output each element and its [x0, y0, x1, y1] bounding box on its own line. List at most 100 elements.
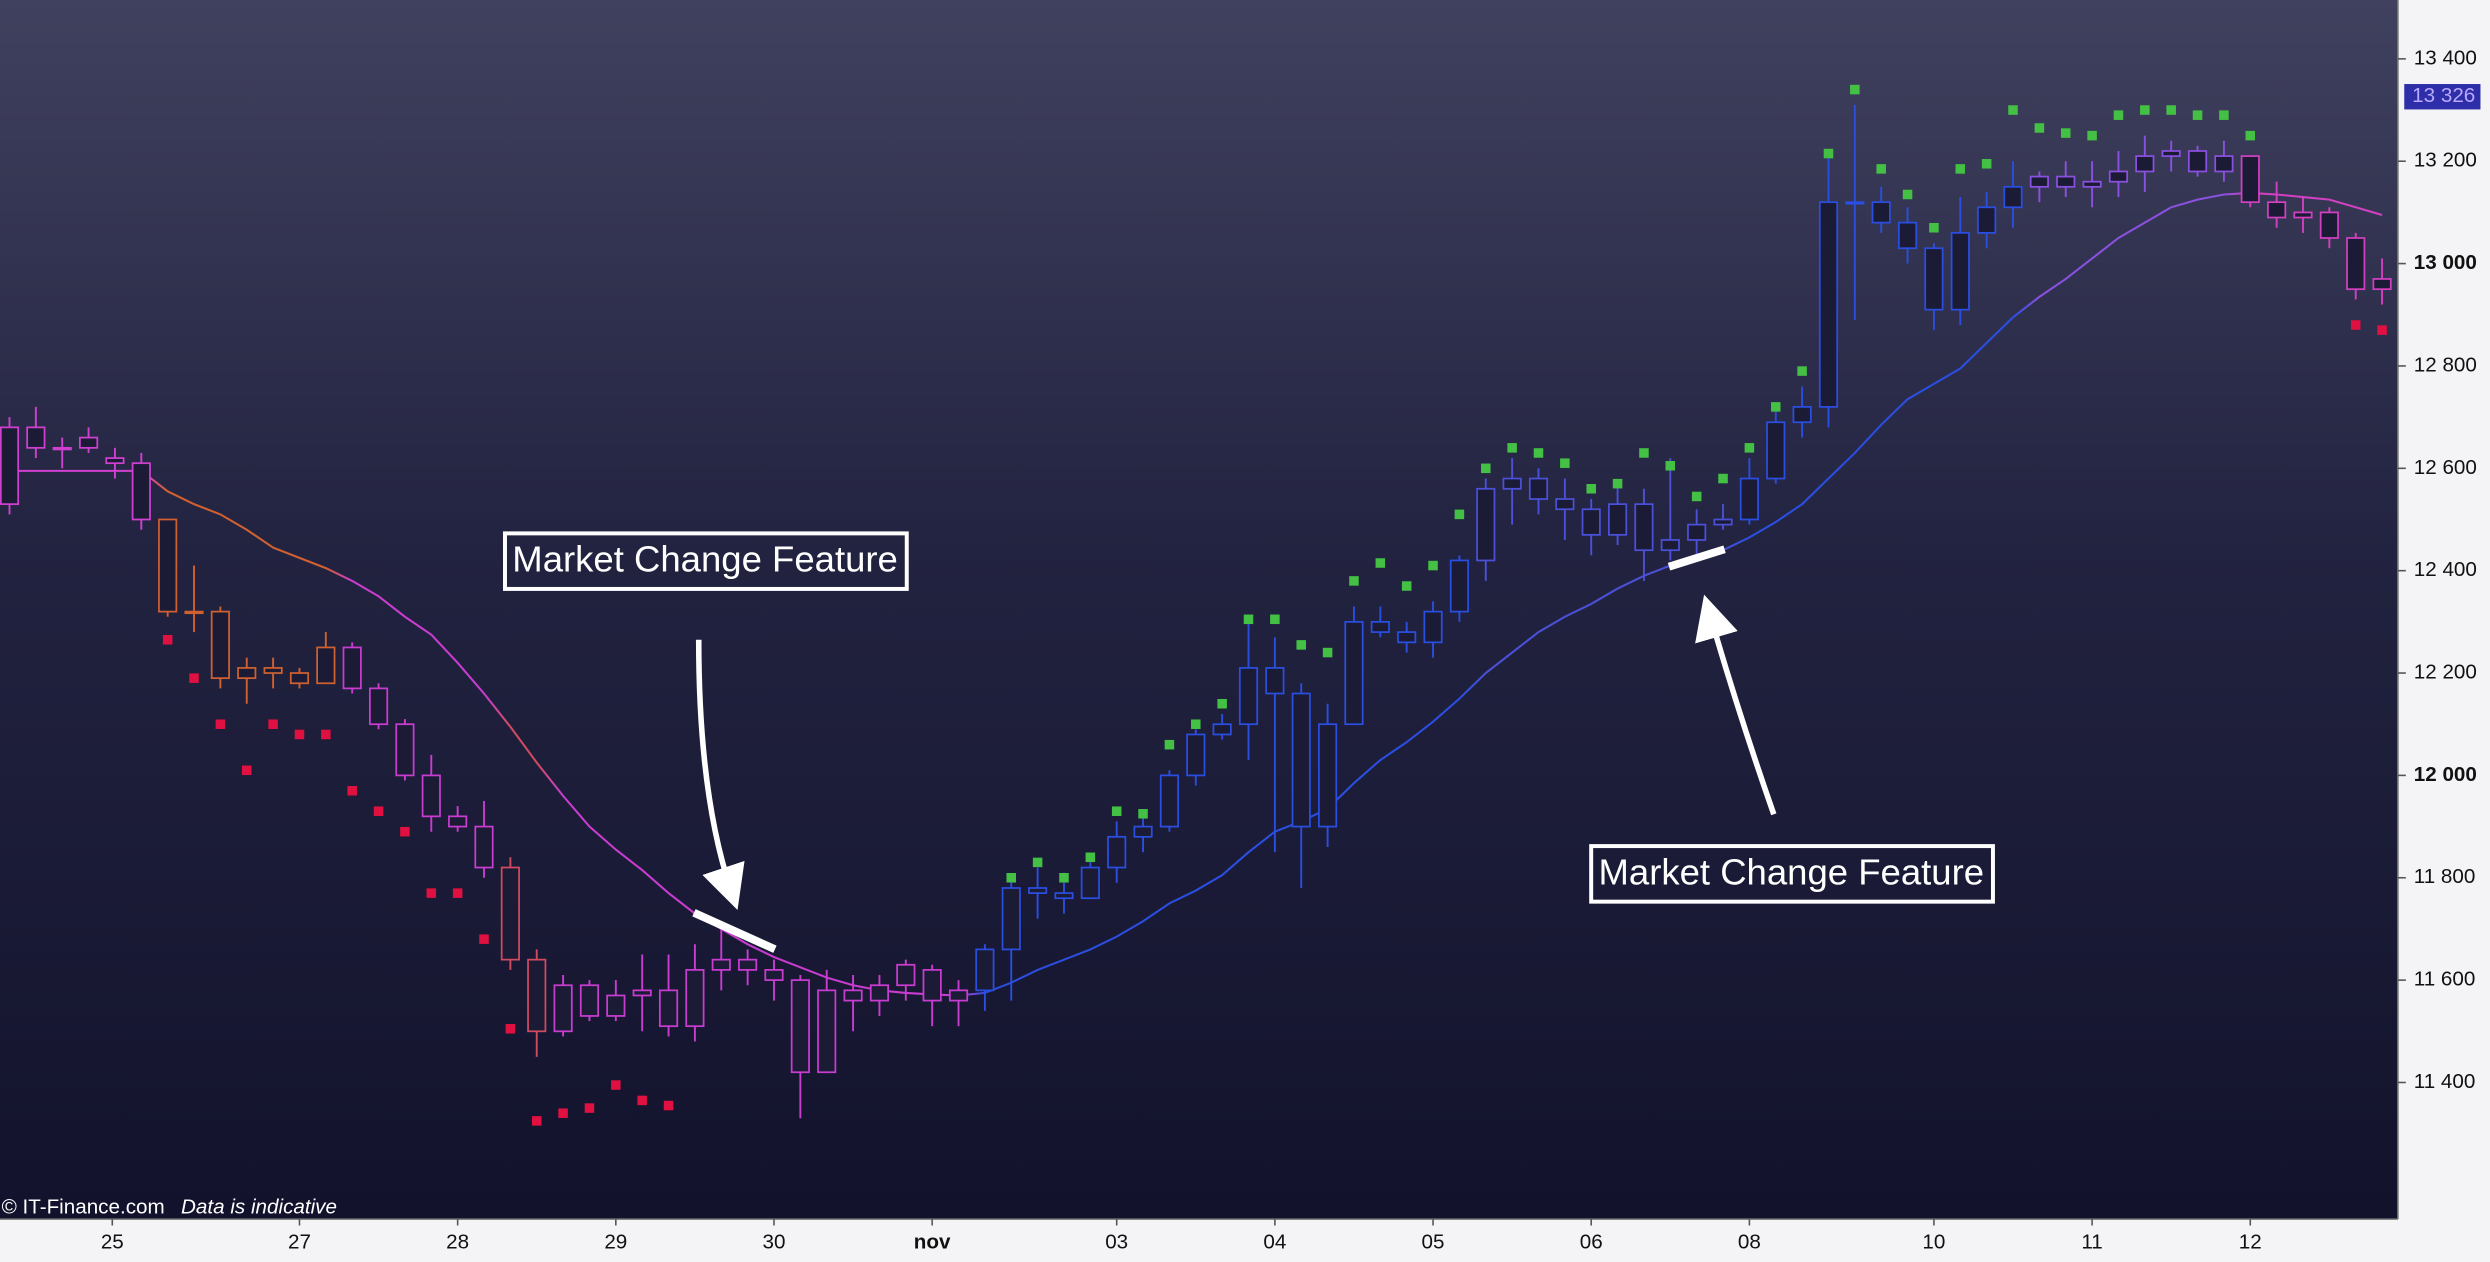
stop-dot — [426, 888, 437, 898]
stop-dot — [505, 1023, 516, 1034]
stop-dot — [1428, 560, 1438, 571]
arrow — [1695, 594, 1777, 816]
stop-dot — [162, 635, 173, 645]
candle-body — [632, 989, 652, 997]
stop-dot — [1164, 739, 1175, 750]
stop-dot — [531, 1116, 542, 1126]
y-tick-label: 13 400 — [2414, 46, 2477, 69]
stop-dot — [1111, 806, 1122, 816]
candle-body — [658, 989, 679, 1028]
candle-body — [1397, 631, 1417, 644]
annotation-box — [503, 531, 909, 591]
highlight — [1667, 545, 1726, 571]
y-tick-label: 12 400 — [2414, 558, 2477, 581]
annotation-text: Market Change Feature — [1598, 851, 1984, 892]
stop-dot — [1454, 509, 1465, 520]
stop-dot — [663, 1100, 674, 1111]
candle-body — [1528, 477, 1549, 500]
candle-body — [2293, 211, 2313, 219]
candle-body — [975, 948, 995, 992]
candle-body — [1291, 692, 1311, 828]
candle-body — [1687, 523, 1707, 541]
candle-body — [316, 646, 336, 685]
candle-body — [1739, 477, 1759, 521]
candle-body — [1660, 539, 1680, 552]
candle-body — [342, 646, 362, 690]
candle-body — [606, 994, 626, 1017]
candle-body — [2214, 155, 2234, 173]
candle-body — [1792, 406, 1812, 424]
candle-body — [474, 825, 494, 869]
stop-dot — [1481, 463, 1491, 474]
candle-body — [1159, 774, 1179, 828]
candle-body — [1634, 503, 1654, 552]
candle-body — [817, 989, 837, 1074]
candle-body — [527, 958, 547, 1033]
stop-dot — [1797, 366, 1807, 376]
candle-body — [79, 436, 99, 449]
candle-body — [1950, 232, 1970, 311]
annotation-1: Market Change Feature — [503, 531, 909, 953]
candle-body — [184, 610, 204, 615]
stop-dot — [268, 719, 278, 729]
candle-body — [500, 866, 520, 961]
stop-dot — [1560, 458, 1570, 468]
stop-dot — [1823, 148, 1834, 159]
stop-dot — [1586, 484, 1596, 494]
candle-body — [2267, 201, 2287, 219]
x-tick-label: 05 — [1422, 1230, 1445, 1253]
y-tick-label: 12 000 — [2414, 763, 2477, 786]
stop-dot — [321, 729, 331, 740]
candle-body — [1449, 559, 1469, 613]
stop-dot — [611, 1080, 621, 1090]
stop-dot — [241, 765, 252, 776]
candle-body — [579, 984, 600, 1017]
candle-body — [1370, 620, 1390, 633]
y-tick-label: 13 000 — [2414, 251, 2477, 274]
candle-body — [685, 969, 705, 1028]
candle-body — [1766, 421, 1786, 480]
stop-dot — [1981, 159, 1992, 169]
candle-body — [395, 723, 415, 777]
stop-dot — [2008, 105, 2018, 115]
candle-body — [131, 462, 151, 521]
stop-dot — [1691, 491, 1702, 502]
candle-body — [948, 989, 969, 1002]
stop-dot — [637, 1095, 647, 1106]
candle-body — [158, 518, 178, 613]
stop-dot — [294, 729, 305, 740]
annotation-2: Market Change Feature — [1589, 545, 1995, 904]
stop-dot — [2060, 128, 2071, 138]
candle-body — [1555, 498, 1575, 511]
candle-body — [1897, 221, 1918, 250]
stop-dot — [400, 826, 410, 837]
stop-dot — [1533, 448, 1544, 458]
y-tick-label: 13 200 — [2414, 149, 2477, 172]
candle-body — [2082, 180, 2102, 188]
candle-body — [2346, 237, 2366, 291]
candle-body — [263, 667, 283, 674]
candle-body — [2003, 185, 2023, 209]
x-tick-label: 08 — [1738, 1230, 1761, 1253]
candle-body — [1054, 892, 1074, 900]
candle-body — [2029, 175, 2049, 188]
candle-body — [289, 672, 310, 685]
stop-dot — [2113, 110, 2124, 120]
stop-dot — [1217, 698, 1227, 709]
x-tick-label: 10 — [1922, 1230, 1945, 1253]
x-tick-label: 06 — [1580, 1230, 1603, 1253]
candle-body — [52, 446, 72, 451]
candle-body — [448, 815, 468, 828]
candle-body — [1476, 487, 1496, 562]
candle-body — [421, 774, 441, 818]
x-tick-label: 25 — [101, 1230, 124, 1253]
x-axis-strip — [0, 1219, 2490, 1262]
candle-body — [1871, 201, 1891, 224]
stop-dot — [2350, 320, 2361, 330]
stop-dot — [2192, 110, 2203, 120]
stop-dot — [1955, 164, 1966, 174]
stop-dot — [1665, 460, 1676, 471]
y-tick-label: 12 800 — [2414, 353, 2477, 376]
candle-body — [1133, 825, 1153, 838]
